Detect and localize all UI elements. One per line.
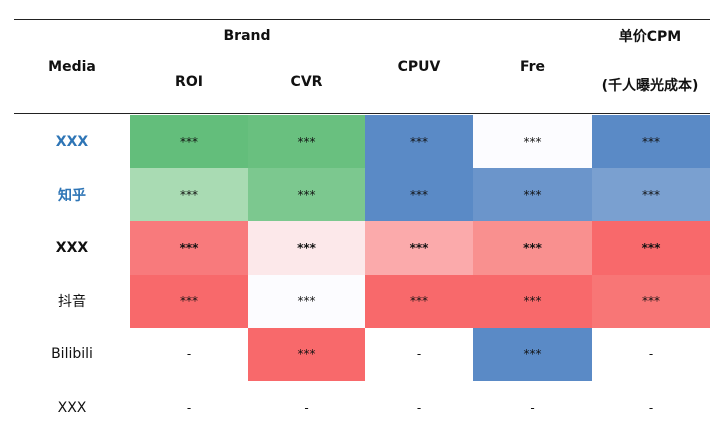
cell-text: ***: [523, 347, 542, 362]
cell-text: ***: [523, 187, 542, 202]
heat-cell: [473, 274, 592, 328]
column-header: CVR: [290, 74, 323, 90]
heat-cell: [130, 274, 248, 328]
heat-cell: [592, 221, 710, 275]
heat-cell: [365, 115, 473, 169]
row-label: Bilibili: [51, 346, 93, 363]
cpm-subheader: (千人曝光成本): [601, 78, 699, 94]
column-header: ROI: [175, 74, 203, 90]
top-rule: [14, 19, 710, 20]
heat-cell: [248, 327, 365, 381]
heat-cell: [248, 115, 365, 169]
row-label: 抖音: [58, 294, 86, 311]
heat-cell: [365, 221, 473, 275]
cell-text: ***: [180, 134, 198, 149]
cell-text: -: [304, 400, 309, 415]
heat-cell: [248, 168, 365, 222]
brand-header: Brand: [223, 28, 271, 44]
heat-cell: [130, 115, 248, 169]
cell-text: ***: [523, 294, 542, 309]
cell-text: ***: [410, 187, 428, 202]
cell-text: -: [186, 400, 192, 415]
cpm-header: 单价CPM: [618, 29, 682, 45]
column-header: Fre: [519, 59, 546, 75]
cell-text: ***: [297, 347, 316, 362]
heat-cell: [365, 168, 473, 222]
heat-cell: [473, 221, 592, 275]
cell-text: -: [416, 347, 422, 362]
row-label: 知乎: [58, 187, 86, 204]
cell-text: ***: [642, 187, 660, 202]
cell-text: -: [186, 347, 192, 362]
cell-text: ***: [180, 187, 198, 202]
cell-text: ***: [523, 134, 542, 149]
cell-text: ***: [297, 187, 316, 202]
heat-cell: [592, 274, 710, 328]
heat-cell: [130, 221, 248, 275]
heat-cell: [130, 168, 248, 222]
cell-text: ***: [523, 241, 542, 255]
cell-text: ***: [642, 294, 660, 309]
heat-cell: [592, 115, 710, 169]
column-header: CPUV: [397, 59, 441, 75]
cell-text: ***: [179, 241, 199, 255]
heat-cell: [473, 115, 592, 169]
heat-cell: [248, 274, 365, 328]
cell-text: ***: [297, 134, 316, 149]
row-label: XXX: [57, 399, 87, 416]
cell-text: ***: [297, 241, 316, 255]
heat-cell: [365, 274, 473, 328]
heat-cell: [473, 168, 592, 222]
heat-cell: [248, 221, 365, 275]
cell-text: ***: [410, 294, 428, 309]
cell-text: ***: [410, 134, 428, 149]
cell-text: ***: [642, 134, 660, 149]
cell-text: ***: [180, 294, 198, 309]
cell-text: -: [416, 400, 422, 415]
cell-text: ***: [297, 294, 316, 309]
cell-text: ***: [409, 241, 429, 255]
heat-cell: [592, 168, 710, 222]
row-label: XXX: [55, 240, 89, 256]
heat-cell: [473, 327, 592, 381]
media-header: Media: [48, 59, 96, 75]
row-label: XXX: [55, 133, 89, 150]
cell-text: -: [648, 347, 654, 362]
cell-text: ***: [641, 241, 661, 255]
cell-text: -: [648, 400, 654, 415]
cell-text: -: [530, 400, 535, 415]
header-rule: [14, 113, 710, 114]
